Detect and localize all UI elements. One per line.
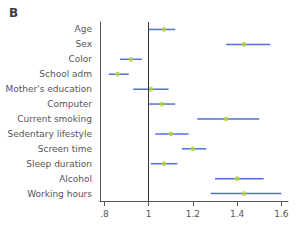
svg-text:Sedentary lifestyle: Sedentary lifestyle — [8, 129, 93, 139]
svg-text:Age: Age — [75, 24, 93, 34]
svg-text:1.2: 1.2 — [186, 209, 200, 219]
svg-text:1: 1 — [146, 209, 152, 219]
svg-text:Mother's education: Mother's education — [6, 84, 92, 94]
svg-text:Current smoking: Current smoking — [17, 114, 92, 124]
svg-text:Sleep duration: Sleep duration — [26, 159, 92, 169]
svg-text:Screen time: Screen time — [38, 144, 93, 154]
svg-text:1.6: 1.6 — [274, 209, 289, 219]
svg-text:Computer: Computer — [47, 99, 92, 109]
svg-text:B: B — [9, 6, 18, 20]
svg-text:School adm: School adm — [39, 69, 92, 79]
svg-text:Color: Color — [69, 54, 93, 64]
svg-text:Working hours: Working hours — [27, 189, 92, 199]
svg-text:1.4: 1.4 — [230, 209, 245, 219]
svg-text:Sex: Sex — [76, 39, 93, 49]
svg-text:.8: .8 — [100, 209, 109, 219]
svg-text:Alcohol: Alcohol — [59, 174, 92, 184]
